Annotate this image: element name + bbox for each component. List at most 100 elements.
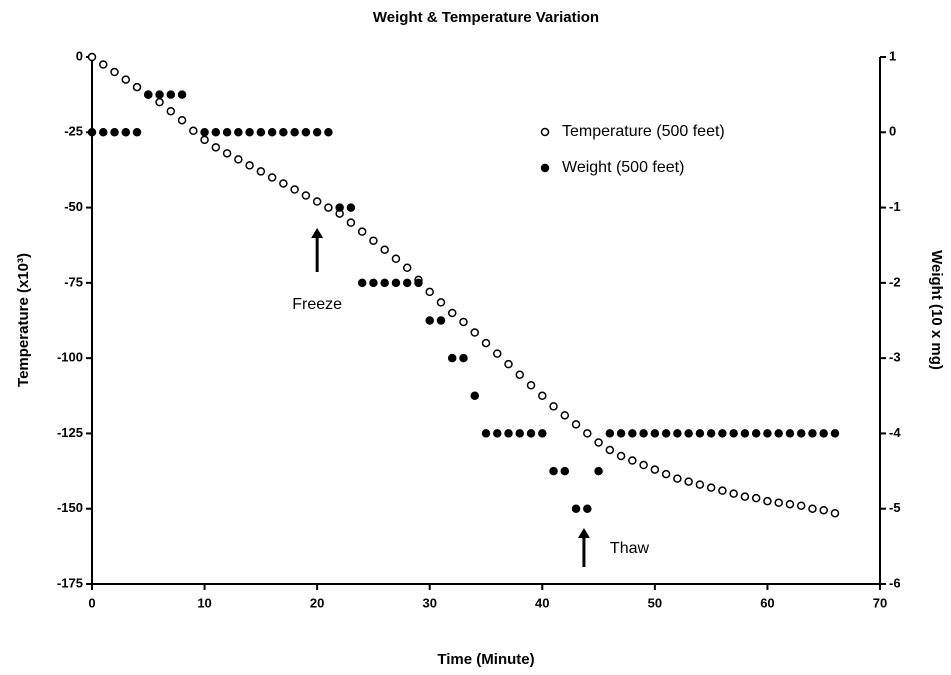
legend-marker bbox=[540, 163, 550, 173]
point bbox=[684, 477, 693, 486]
point bbox=[447, 353, 457, 363]
point bbox=[796, 501, 806, 510]
point bbox=[605, 445, 615, 455]
point bbox=[357, 227, 367, 236]
point bbox=[830, 508, 840, 518]
point bbox=[121, 128, 131, 137]
y-tick-label: -100 bbox=[57, 350, 83, 365]
point bbox=[819, 505, 828, 515]
point bbox=[369, 278, 378, 288]
y-tick-label: 0 bbox=[76, 48, 83, 63]
x-tick-label: 30 bbox=[422, 595, 436, 610]
point bbox=[718, 486, 727, 495]
point bbox=[470, 328, 479, 337]
chart-title: Weight & Temperature Variation bbox=[373, 9, 599, 26]
point bbox=[706, 429, 716, 438]
x-tick-label: 10 bbox=[197, 595, 211, 610]
y2-tick-label: -1 bbox=[889, 199, 901, 214]
point bbox=[785, 499, 795, 509]
point bbox=[650, 465, 660, 474]
point bbox=[357, 278, 367, 288]
point bbox=[110, 128, 119, 137]
point bbox=[470, 391, 479, 401]
point bbox=[639, 429, 648, 438]
point bbox=[729, 429, 738, 438]
point bbox=[560, 466, 570, 476]
point bbox=[245, 161, 254, 170]
point bbox=[684, 429, 693, 438]
point bbox=[481, 429, 491, 438]
point bbox=[819, 429, 828, 438]
x-tick-label: 50 bbox=[648, 595, 662, 610]
point bbox=[267, 128, 277, 137]
y2-tick-label: -2 bbox=[889, 274, 901, 289]
point bbox=[673, 429, 682, 438]
point bbox=[290, 128, 299, 137]
point bbox=[87, 128, 97, 137]
x-tick-label: 0 bbox=[88, 595, 95, 610]
point bbox=[628, 456, 637, 465]
point bbox=[200, 128, 209, 137]
point bbox=[346, 218, 356, 227]
point bbox=[763, 496, 772, 506]
point bbox=[155, 97, 164, 107]
x-tick-label: 20 bbox=[310, 595, 324, 610]
point bbox=[189, 126, 198, 136]
point bbox=[515, 429, 525, 438]
y2-axis-label: Weight (10 x mg) bbox=[928, 250, 945, 370]
legend-marker bbox=[540, 127, 550, 137]
annotation-arrowhead bbox=[577, 528, 590, 538]
point bbox=[594, 438, 603, 447]
point bbox=[549, 402, 558, 411]
point bbox=[234, 128, 243, 137]
point bbox=[380, 245, 389, 254]
point bbox=[549, 466, 558, 476]
y-tick-label: -125 bbox=[57, 425, 83, 440]
point bbox=[718, 429, 727, 438]
y-tick-label: -75 bbox=[64, 274, 83, 289]
y-tick-label: -150 bbox=[57, 500, 83, 515]
point bbox=[650, 429, 660, 438]
y2-tick-label: -5 bbox=[889, 500, 901, 515]
point bbox=[425, 316, 434, 325]
point bbox=[560, 411, 570, 420]
point bbox=[538, 429, 547, 438]
point bbox=[785, 429, 795, 438]
point bbox=[301, 191, 311, 200]
point bbox=[211, 143, 221, 152]
point bbox=[538, 391, 547, 401]
y2-tick-label: -6 bbox=[889, 575, 901, 590]
point bbox=[526, 380, 536, 390]
point bbox=[774, 498, 783, 507]
point bbox=[493, 349, 502, 358]
point bbox=[391, 278, 401, 288]
point bbox=[830, 429, 840, 438]
point bbox=[132, 82, 142, 92]
point bbox=[808, 504, 817, 513]
point bbox=[661, 429, 671, 438]
point bbox=[504, 429, 513, 438]
point bbox=[166, 106, 176, 116]
point bbox=[99, 60, 108, 69]
point bbox=[774, 429, 783, 438]
point bbox=[729, 489, 738, 498]
point bbox=[177, 115, 187, 125]
point bbox=[447, 308, 457, 318]
point bbox=[594, 466, 603, 476]
point bbox=[177, 90, 187, 99]
annotation: Freeze bbox=[292, 296, 342, 313]
y2-tick-label: 1 bbox=[889, 48, 896, 63]
point bbox=[740, 429, 750, 438]
point bbox=[87, 52, 97, 62]
point bbox=[673, 474, 682, 483]
point bbox=[751, 493, 761, 503]
x-tick-label: 40 bbox=[535, 595, 549, 610]
point bbox=[335, 203, 344, 212]
point bbox=[222, 128, 232, 137]
legend-label: Temperature (500 feet) bbox=[562, 123, 725, 140]
point bbox=[571, 420, 581, 429]
point bbox=[402, 263, 412, 273]
annotation: Thaw bbox=[610, 540, 650, 557]
point bbox=[605, 429, 615, 438]
